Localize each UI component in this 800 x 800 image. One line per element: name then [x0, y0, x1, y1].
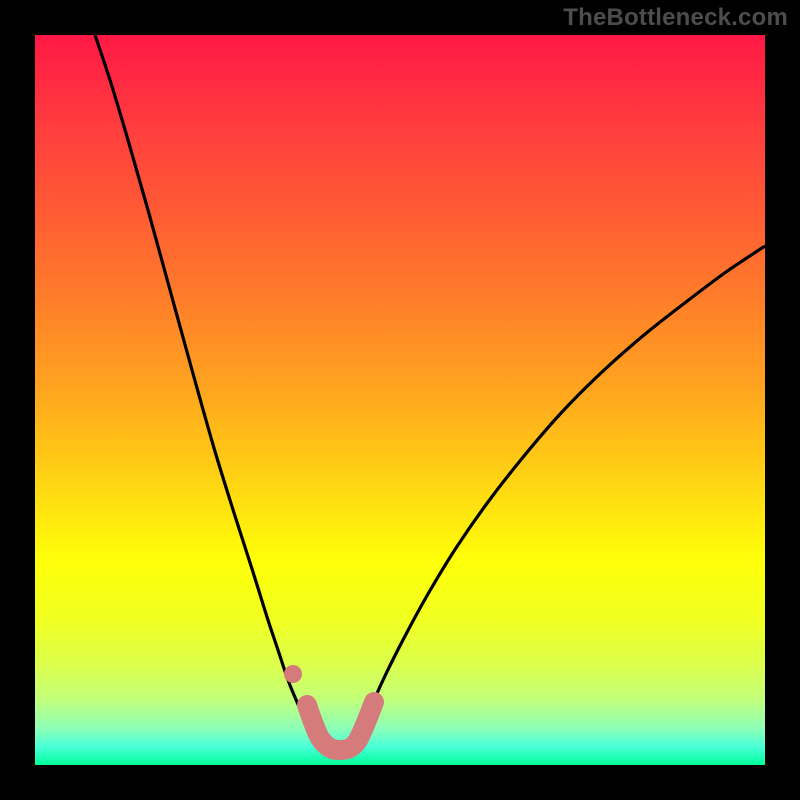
band-dot	[284, 665, 302, 683]
gradient-background	[35, 35, 765, 765]
bottleneck-chart	[0, 0, 800, 800]
watermark-text: TheBottleneck.com	[563, 4, 788, 32]
chart-frame: TheBottleneck.com	[0, 0, 800, 800]
